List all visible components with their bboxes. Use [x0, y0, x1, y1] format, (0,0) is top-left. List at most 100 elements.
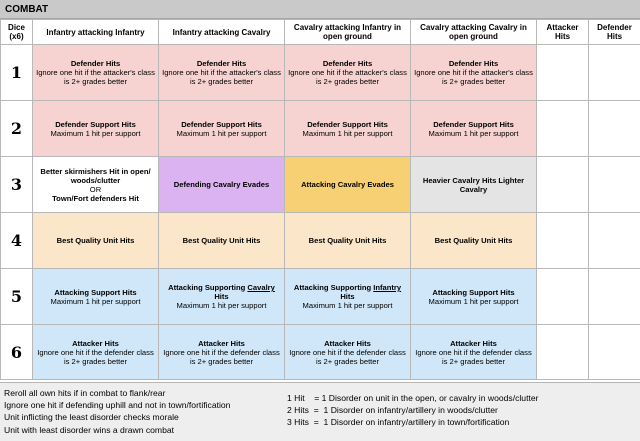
key-line: 1 Hit = 1 Disorder on unit in the open, … [287, 393, 539, 403]
result-or: OR [89, 184, 102, 194]
result-text: Ignore one hit if the defender class is … [163, 347, 280, 366]
result-cell: Best Quality Unit Hits [32, 212, 159, 269]
result-title: Attacker Hits [72, 338, 119, 348]
result-title: Defender Support Hits [55, 119, 136, 129]
result-text: Ignore one hit if the attacker's class i… [162, 68, 281, 86]
defender-hits-cell[interactable] [588, 324, 640, 380]
result-title: Attacker Hits [324, 338, 371, 348]
result-cell: Defender Hits Ignore one hit if the atta… [410, 44, 537, 101]
result-cell: Defender Hits Ignore one hit if the atta… [158, 44, 285, 101]
result-title: Attacker Hits [450, 338, 497, 348]
hits-to-disorder-key: 1 Hit = 1 Disorder on unit in the open, … [287, 392, 637, 428]
dice-value: 2 [0, 100, 33, 157]
dice-value: 3 [0, 156, 33, 213]
result-cell: Defender Hits Ignore one hit if the atta… [284, 44, 411, 101]
result-cell: Defender Support Hits Maximum 1 hit per … [32, 100, 159, 157]
attacker-hits-cell[interactable] [536, 44, 589, 101]
key-line: 3 Hits = 1 Disorder on infantry/artiller… [287, 417, 510, 427]
result-text: Maximum 1 hit per support [176, 128, 267, 138]
result-title-part: Attacking Supporting [168, 283, 248, 292]
combat-table: Dice (x6) Infantry attacking Infantry In… [0, 19, 640, 380]
result-text: Maximum 1 hit per support [50, 296, 141, 306]
attacker-hits-cell[interactable] [536, 156, 589, 213]
dice-value: 6 [0, 324, 33, 380]
defender-hits-cell[interactable] [588, 44, 640, 101]
header-cavalry-vs-infantry: Cavalry attacking Infantry in open groun… [284, 19, 411, 45]
rule-line: Unit inflicting the least disorder check… [4, 412, 179, 423]
defender-hits-cell[interactable] [588, 268, 640, 325]
result-text: Maximum 1 hit per support [302, 301, 393, 310]
page-title: COMBAT [0, 0, 640, 19]
table-row: 4 Best Quality Unit Hits Best Quality Un… [0, 212, 640, 269]
result-title-part: Hits [340, 292, 355, 301]
result-cell: Defender Support Hits Maximum 1 hit per … [158, 100, 285, 157]
footer-notes: Reroll all own hits if in combat to flan… [0, 382, 640, 441]
result-cell: Attacking Support Hits Maximum 1 hit per… [32, 268, 159, 325]
result-cell: Defender Hits Ignore one hit if the atta… [32, 44, 159, 101]
defender-hits-cell[interactable] [588, 100, 640, 157]
result-title-underlined: Cavalry [247, 283, 275, 292]
result-cell: Attacking Supporting Cavalry Hits Maximu… [158, 268, 285, 325]
result-text: Maximum 1 hit per support [428, 296, 519, 306]
result-text: Maximum 1 hit per support [176, 301, 267, 310]
result-title: Defender Hits [196, 59, 247, 68]
result-text: Ignore one hit if the defender class is … [289, 347, 406, 366]
attacker-hits-cell[interactable] [536, 212, 589, 269]
result-cell: Heavier Cavalry Hits Lighter Cavalry [410, 156, 537, 213]
result-title: Attacking Cavalry Evades [301, 180, 394, 189]
result-title: Best Quality Unit Hits [182, 236, 261, 245]
result-title: Defender Support Hits [433, 119, 514, 129]
result-title: Attacking Supporting Infantry Hits [288, 283, 407, 301]
result-cell: Better skirmishers Hit in open/ woods/cl… [32, 156, 159, 213]
result-text: Ignore one hit if the attacker's class i… [414, 68, 533, 86]
result-title: Heavier Cavalry Hits Lighter Cavalry [422, 175, 525, 194]
result-cell: Attacker Hits Ignore one hit if the defe… [158, 324, 285, 380]
result-title: Defender Hits [448, 59, 499, 68]
dice-value: 5 [0, 268, 33, 325]
table-row: 5 Attacking Support Hits Maximum 1 hit p… [0, 268, 640, 325]
rule-line: Unit with least disorder wins a drawn co… [4, 424, 175, 435]
result-cell: Best Quality Unit Hits [410, 212, 537, 269]
table-row: 3 Better skirmishers Hit in open/ woods/… [0, 156, 640, 213]
result-cell: Defending Cavalry Evades [158, 156, 285, 213]
result-text: Ignore one hit if the attacker's class i… [36, 68, 155, 86]
result-text: Ignore one hit if the defender class is … [415, 347, 532, 366]
attacker-hits-cell[interactable] [536, 268, 589, 325]
header-infantry-vs-infantry: Infantry attacking Infantry [32, 19, 159, 45]
result-title: Attacker Hits [198, 338, 245, 348]
result-title: Defender Support Hits [307, 119, 388, 129]
header-defender-hits: Defender Hits [588, 19, 640, 45]
table-row: 6 Attacker Hits Ignore one hit if the de… [0, 324, 640, 380]
result-text: Maximum 1 hit per support [428, 128, 519, 138]
key-line: 2 Hits = 1 Disorder on infantry/artiller… [287, 405, 498, 415]
result-title-underlined: Infantry [373, 283, 402, 292]
header-dice: Dice (x6) [0, 19, 33, 45]
result-cell: Attacking Cavalry Evades [284, 156, 411, 213]
rule-line: Reroll all own hits if in combat to flan… [4, 388, 166, 398]
result-text: Maximum 1 hit per support [302, 128, 393, 138]
combat-rules-notes: Reroll all own hits if in combat to flan… [4, 387, 276, 436]
attacker-hits-cell[interactable] [536, 324, 589, 380]
result-cell: Attacker Hits Ignore one hit if the defe… [32, 324, 159, 380]
result-title: Best Quality Unit Hits [56, 236, 135, 245]
result-title-alt: Town/Fort defenders Hit [52, 193, 139, 203]
result-title: Best Quality Unit Hits [308, 236, 387, 245]
result-title-part: Hits [214, 292, 229, 301]
defender-hits-cell[interactable] [588, 212, 640, 269]
result-cell: Attacking Support Hits Maximum 1 hit per… [410, 268, 537, 325]
result-title: Better skirmishers Hit in open/ woods/cl… [40, 166, 151, 185]
dice-value: 1 [0, 44, 33, 101]
result-cell: Best Quality Unit Hits [158, 212, 285, 269]
result-text: Ignore one hit if the defender class is … [37, 347, 154, 366]
header-cavalry-vs-cavalry: Cavalry attacking Cavalry in open ground [410, 19, 537, 45]
result-title: Best Quality Unit Hits [434, 236, 513, 245]
result-cell: Defender Support Hits Maximum 1 hit per … [284, 100, 411, 157]
result-cell: Attacker Hits Ignore one hit if the defe… [284, 324, 411, 380]
dice-value: 4 [0, 212, 33, 269]
result-title: Defender Hits [322, 59, 373, 68]
result-title-part: Attacking Supporting [293, 283, 374, 292]
attacker-hits-cell[interactable] [536, 100, 589, 157]
result-title: Defender Hits [70, 59, 121, 68]
defender-hits-cell[interactable] [588, 156, 640, 213]
header-attacker-hits: Attacker Hits [536, 19, 589, 45]
